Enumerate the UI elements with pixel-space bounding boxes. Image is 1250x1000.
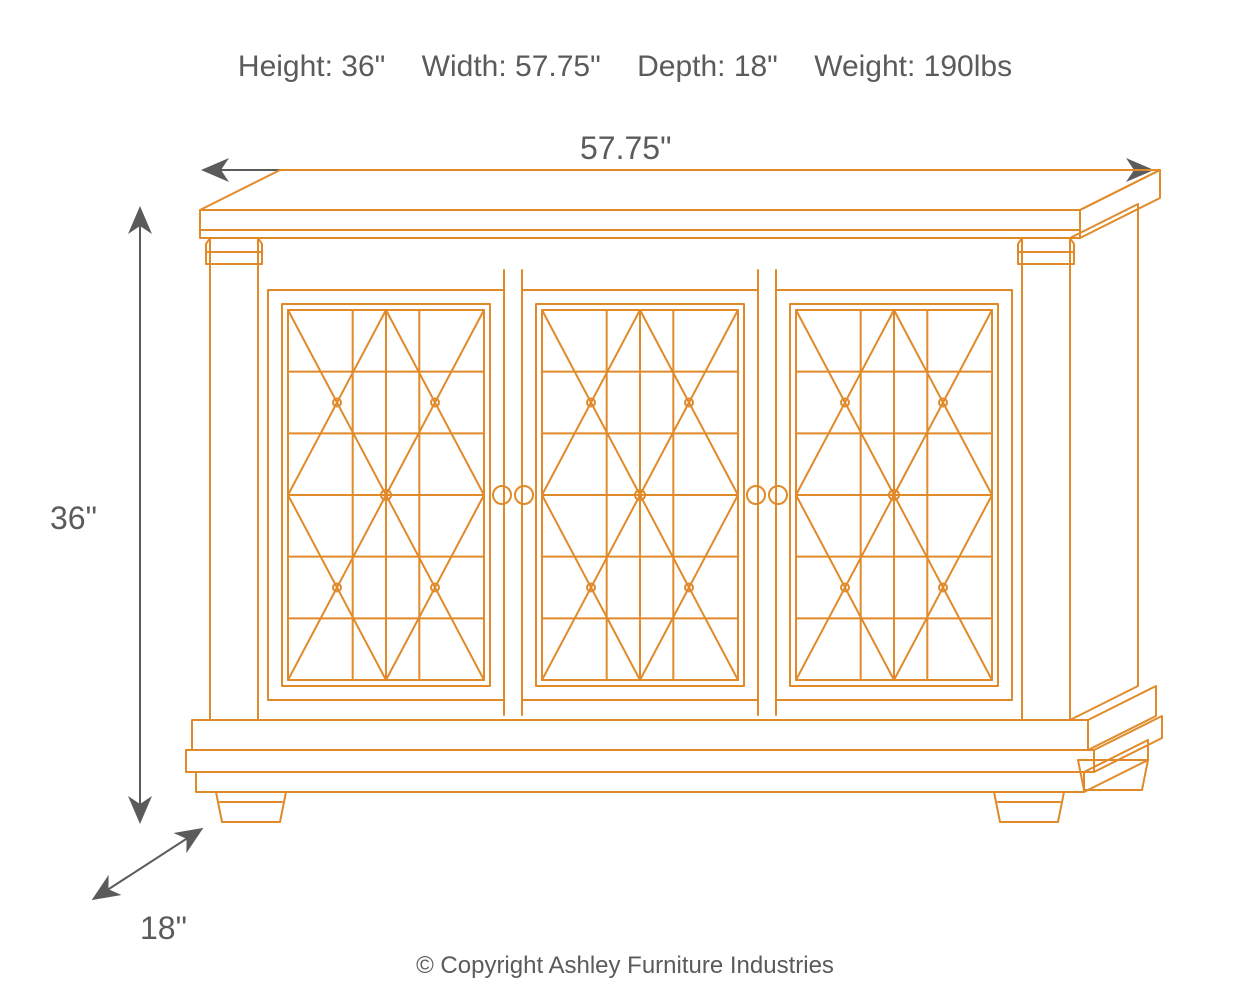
furniture-diagram <box>0 0 1250 1000</box>
copyright-text: © Copyright Ashley Furniture Industries <box>0 952 1250 980</box>
